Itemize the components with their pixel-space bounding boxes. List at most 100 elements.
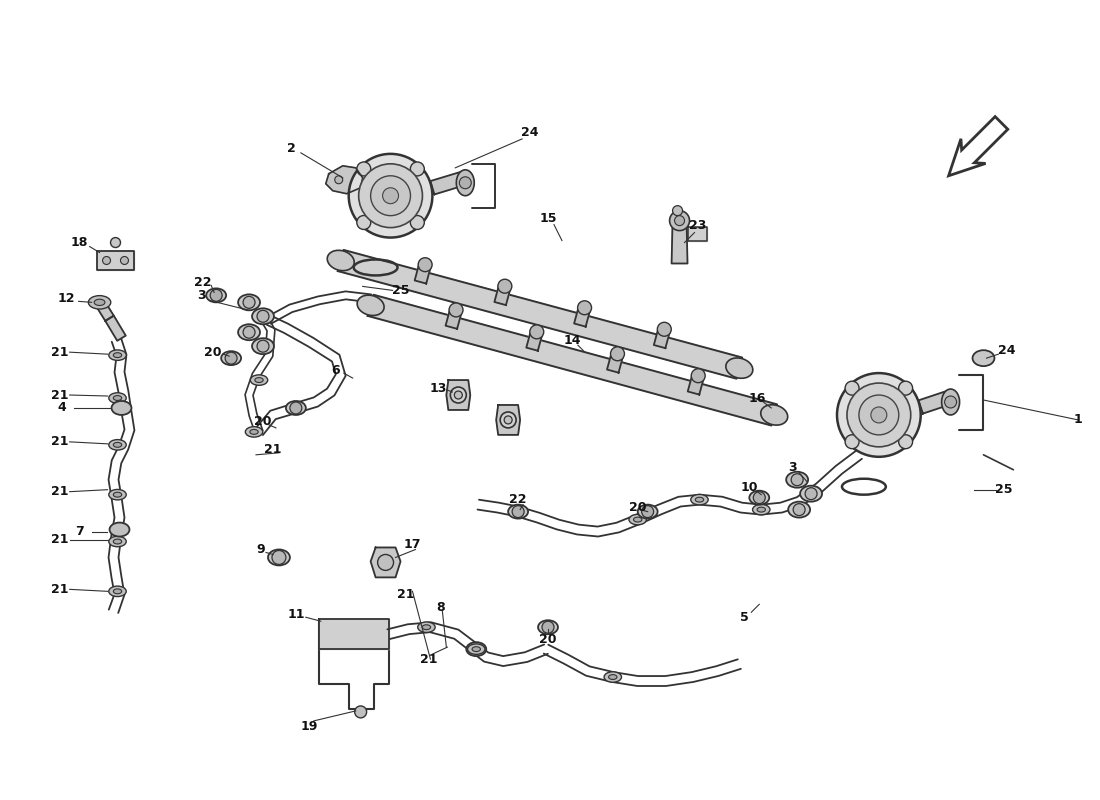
Text: 25: 25 <box>994 483 1012 496</box>
Circle shape <box>641 506 653 518</box>
Text: 24: 24 <box>521 126 539 139</box>
Circle shape <box>791 474 803 486</box>
Ellipse shape <box>530 325 543 339</box>
Ellipse shape <box>109 440 126 450</box>
Text: 20: 20 <box>629 501 647 514</box>
Text: 21: 21 <box>51 389 68 402</box>
Polygon shape <box>688 226 707 241</box>
Circle shape <box>871 407 887 423</box>
Ellipse shape <box>942 389 959 415</box>
Text: 21: 21 <box>420 653 437 666</box>
Ellipse shape <box>752 504 770 515</box>
Polygon shape <box>338 250 742 378</box>
Text: 25: 25 <box>392 284 409 297</box>
Ellipse shape <box>109 350 126 360</box>
Ellipse shape <box>113 395 122 401</box>
Ellipse shape <box>468 644 485 654</box>
Circle shape <box>899 434 913 449</box>
Ellipse shape <box>504 416 513 424</box>
Ellipse shape <box>608 674 617 679</box>
Ellipse shape <box>113 442 122 447</box>
Text: 21: 21 <box>51 583 68 596</box>
Text: 8: 8 <box>436 601 444 614</box>
Circle shape <box>359 164 422 228</box>
Ellipse shape <box>800 486 822 502</box>
Ellipse shape <box>206 288 227 302</box>
Ellipse shape <box>450 387 466 403</box>
Polygon shape <box>526 330 542 350</box>
Ellipse shape <box>221 351 241 365</box>
Circle shape <box>410 215 425 230</box>
Ellipse shape <box>113 353 122 358</box>
Polygon shape <box>430 171 468 194</box>
Text: 20: 20 <box>539 633 557 646</box>
Circle shape <box>513 506 524 518</box>
Circle shape <box>670 210 690 230</box>
Circle shape <box>845 381 859 395</box>
Circle shape <box>243 296 255 308</box>
Ellipse shape <box>109 393 126 403</box>
Ellipse shape <box>109 536 126 546</box>
Circle shape <box>226 352 238 364</box>
Circle shape <box>899 381 913 395</box>
Polygon shape <box>326 166 363 194</box>
Circle shape <box>847 383 911 447</box>
Ellipse shape <box>658 322 671 336</box>
Ellipse shape <box>472 646 481 651</box>
Text: 13: 13 <box>430 382 447 394</box>
Circle shape <box>290 402 301 414</box>
Ellipse shape <box>110 522 130 537</box>
Ellipse shape <box>109 490 126 500</box>
Text: 21: 21 <box>51 533 68 546</box>
Text: 5: 5 <box>740 610 749 624</box>
Polygon shape <box>672 221 688 263</box>
Text: 2: 2 <box>286 142 295 155</box>
Text: 21: 21 <box>51 346 68 358</box>
Ellipse shape <box>610 347 625 361</box>
Polygon shape <box>96 300 113 321</box>
Text: 12: 12 <box>58 292 76 305</box>
Ellipse shape <box>456 170 474 196</box>
Circle shape <box>102 257 110 265</box>
Ellipse shape <box>113 539 122 544</box>
Ellipse shape <box>418 622 436 633</box>
Ellipse shape <box>638 505 658 518</box>
Polygon shape <box>97 250 134 270</box>
Circle shape <box>334 176 343 184</box>
Ellipse shape <box>695 498 704 502</box>
Ellipse shape <box>454 391 462 399</box>
Circle shape <box>460 177 471 189</box>
Circle shape <box>383 188 398 204</box>
Polygon shape <box>446 308 462 329</box>
Polygon shape <box>319 619 388 649</box>
Text: 21: 21 <box>51 485 68 498</box>
Ellipse shape <box>604 672 622 682</box>
Circle shape <box>837 373 921 457</box>
Text: 22: 22 <box>195 276 212 289</box>
Ellipse shape <box>466 642 486 656</box>
Circle shape <box>672 206 682 216</box>
Circle shape <box>349 154 432 238</box>
Circle shape <box>272 550 286 565</box>
Text: 23: 23 <box>689 219 706 232</box>
Polygon shape <box>496 405 520 435</box>
Text: 18: 18 <box>72 236 88 249</box>
Circle shape <box>110 238 121 247</box>
Text: 1: 1 <box>1074 414 1082 426</box>
Ellipse shape <box>358 295 384 315</box>
Text: 3: 3 <box>788 462 796 474</box>
Ellipse shape <box>449 303 463 317</box>
Ellipse shape <box>245 426 263 437</box>
Text: 16: 16 <box>749 391 766 405</box>
Circle shape <box>859 395 899 435</box>
Text: 22: 22 <box>509 493 527 506</box>
Polygon shape <box>367 294 777 426</box>
Circle shape <box>542 622 554 633</box>
Ellipse shape <box>422 625 430 630</box>
Circle shape <box>356 162 371 176</box>
Ellipse shape <box>786 472 808 488</box>
Ellipse shape <box>252 338 274 354</box>
Ellipse shape <box>113 492 122 497</box>
Ellipse shape <box>749 490 769 505</box>
Circle shape <box>845 434 859 449</box>
